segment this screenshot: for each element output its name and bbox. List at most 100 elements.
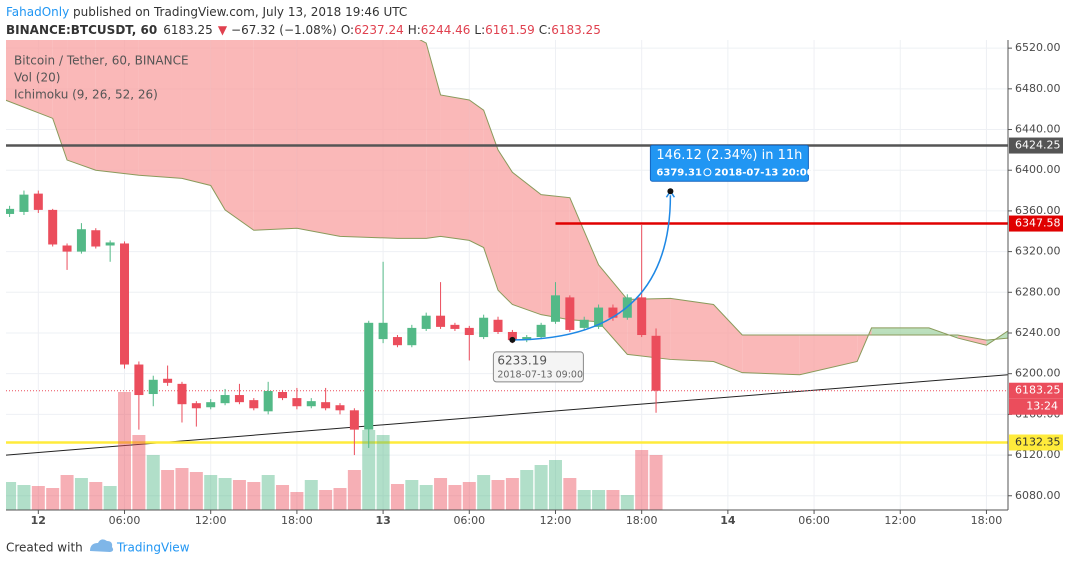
cloud-segment — [225, 40, 254, 231]
c-label: C: — [539, 23, 551, 37]
candle-body — [249, 400, 259, 409]
x-tick-label: 06:00 — [798, 514, 830, 527]
cloud-segment — [296, 40, 340, 237]
price-tag — [1009, 382, 1063, 399]
candle-body — [421, 315, 431, 329]
candle-body — [105, 242, 115, 246]
candle-body — [407, 327, 417, 346]
cloud-segment — [483, 110, 499, 291]
cloud-segment — [181, 40, 211, 186]
volume-bar — [505, 478, 519, 510]
projection-curve — [512, 195, 672, 341]
y-tick-label: 6360.00 — [1015, 204, 1061, 217]
candle-body — [76, 229, 86, 252]
volume-bar — [592, 490, 606, 510]
candle-body — [220, 395, 230, 404]
cloud-segment — [6, 40, 53, 119]
symbol: BINANCE:BTCUSDT, 60 — [6, 23, 157, 37]
l-label: L: — [474, 23, 485, 37]
volume-bar — [175, 468, 189, 510]
x-tick-label: 12:00 — [884, 514, 916, 527]
end-price: 6379.31 — [656, 167, 702, 178]
candle-body — [163, 378, 173, 383]
candle-body — [134, 364, 144, 396]
candle-body — [335, 405, 345, 411]
volume-bar — [577, 490, 591, 510]
legend-entry: Vol (20) — [14, 71, 60, 85]
start-price: 6233.19 — [497, 353, 547, 367]
candle-body — [191, 403, 201, 409]
cloud-segment — [52, 40, 68, 161]
volume-bar — [434, 478, 448, 510]
volume-bar — [390, 484, 404, 510]
cloud-segment — [138, 40, 182, 179]
volume-bar — [477, 475, 491, 510]
header-line: FahadOnly published on TradingView.com, … — [6, 5, 407, 19]
candle-body — [637, 297, 647, 336]
candle-body — [436, 315, 446, 327]
start-date: 2018-07-13 09:00 — [497, 369, 583, 380]
cloud-segment — [569, 197, 599, 322]
y-tick-label: 6440.00 — [1015, 123, 1061, 136]
x-tick-label: 06:00 — [453, 514, 485, 527]
footer-brand[interactable]: TradingView — [116, 541, 190, 555]
published: published on TradingView.com, July 13, 2… — [69, 5, 407, 19]
volume-bar — [491, 480, 505, 510]
candle-body — [48, 209, 58, 245]
volume-bar — [635, 450, 649, 510]
candle-body — [579, 319, 589, 328]
cloud-segment — [210, 40, 226, 210]
x-tick-label: 18:00 — [971, 514, 1003, 527]
candle-body — [148, 379, 158, 395]
volume-bar — [31, 486, 45, 510]
x-tick-label: 12 — [31, 514, 46, 527]
cloud-segment — [541, 194, 570, 320]
o-label: O: — [341, 23, 354, 37]
candle-body — [464, 327, 474, 336]
volume-bar — [218, 478, 232, 510]
price-tag-label: 6183.25 — [1015, 384, 1061, 397]
volume-bar — [17, 485, 31, 510]
candle-body — [378, 322, 388, 340]
author[interactable]: FahadOnly — [6, 5, 69, 19]
volume-bar — [376, 435, 390, 510]
price-tag — [1009, 434, 1063, 451]
volume-bar — [247, 482, 261, 510]
cloud-segment — [799, 335, 858, 375]
cloud-segment — [670, 298, 714, 362]
volume-bar — [563, 478, 577, 510]
candle-body — [450, 324, 460, 329]
cloud-segment — [498, 149, 513, 305]
y-tick-label: 6480.00 — [1015, 82, 1061, 95]
volume-bar — [405, 480, 419, 510]
cloud-segment — [713, 304, 743, 373]
plot-area — [6, 40, 1008, 510]
start-point — [509, 336, 516, 343]
volume-bar — [46, 488, 60, 510]
candle-body — [550, 295, 560, 322]
result-text: 146.12 (2.34%) in 11h — [656, 148, 802, 163]
start-callout — [492, 351, 584, 383]
cloud-line — [419, 40, 1008, 341]
volume-bar — [606, 490, 620, 510]
volume-bar — [290, 492, 304, 510]
h-label: H: — [408, 23, 421, 37]
cloud-segment — [426, 43, 441, 239]
volume-bar — [347, 470, 361, 510]
result-callout — [649, 144, 809, 182]
volume-bar — [204, 475, 218, 510]
last: 6183.25 — [163, 23, 213, 37]
cloud-line — [6, 99, 1008, 376]
cloud-segment — [95, 40, 139, 176]
cloud-segment — [957, 335, 987, 346]
candle-body — [651, 335, 661, 391]
cloud-segment — [627, 298, 671, 360]
y-tick-label: 6400.00 — [1015, 163, 1061, 176]
candle-body — [321, 402, 331, 409]
volume-bar — [462, 482, 476, 510]
price-tag — [1009, 215, 1063, 232]
price-tag — [1009, 137, 1063, 154]
price-tag-label: 6132.35 — [1015, 436, 1061, 449]
candle-body — [594, 307, 604, 327]
volume-bar — [6, 482, 17, 510]
